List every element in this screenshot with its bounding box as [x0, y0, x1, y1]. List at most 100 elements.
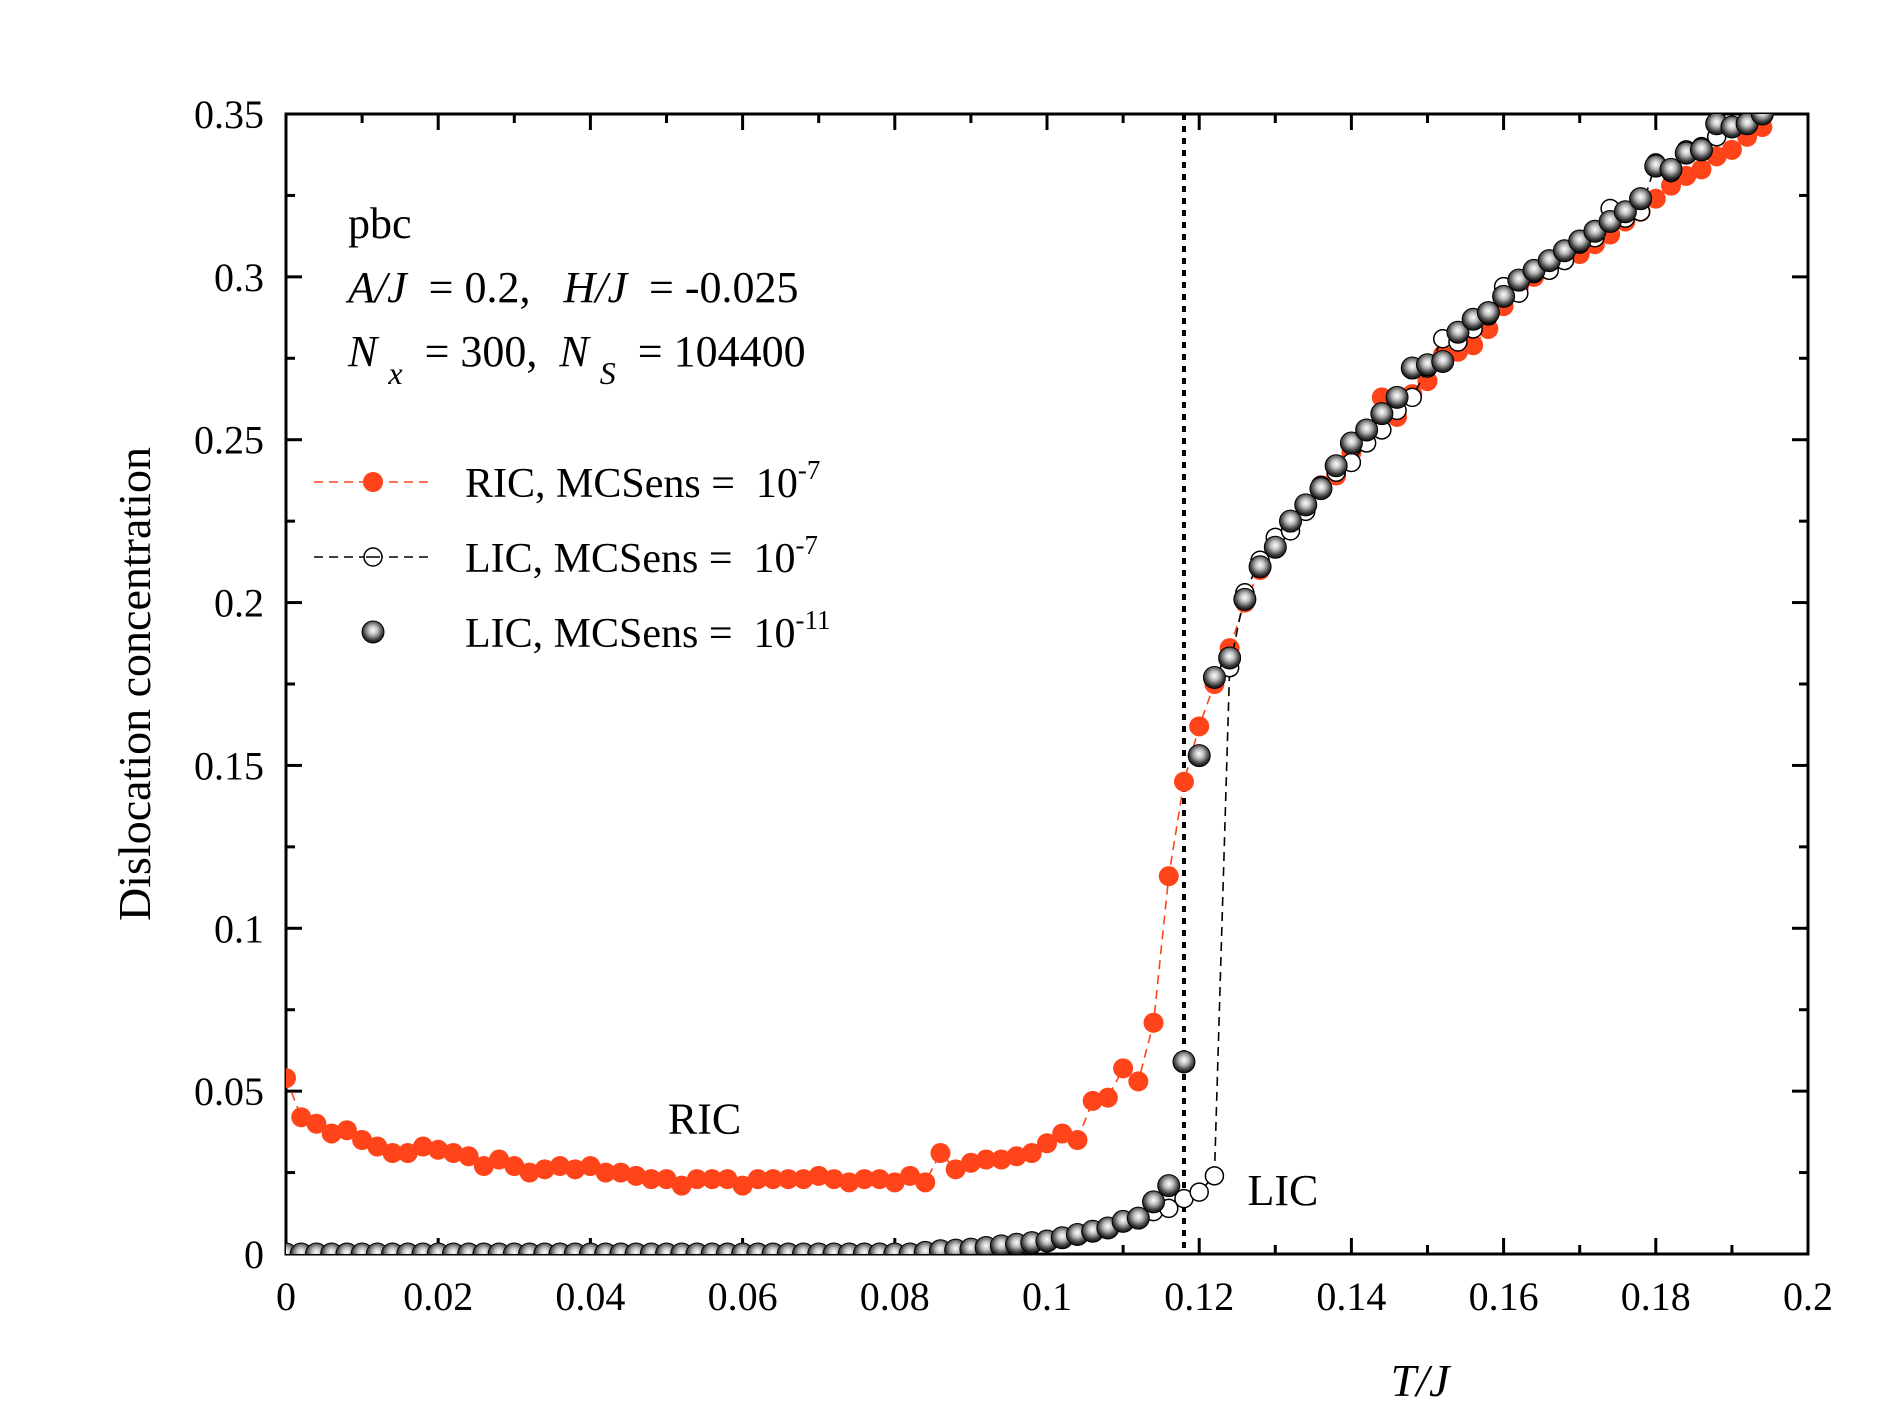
data-point: [580, 1156, 601, 1177]
data-point: [702, 1169, 723, 1190]
data-point: [443, 1143, 464, 1164]
data-point: [1385, 385, 1409, 409]
annotation-label: RIC: [668, 1094, 741, 1143]
data-point: [1263, 535, 1287, 559]
data-point: [732, 1175, 753, 1196]
data-point: [808, 1165, 829, 1186]
y-tick-labels: 0 0.05 0.1 0.15 0.2 0.25 0.3 0.35: [194, 92, 264, 1277]
x-tick-label: 0: [276, 1274, 296, 1319]
info-nx-label: N: [347, 327, 380, 376]
data-point: [1233, 587, 1257, 611]
annotations: RIC LIC: [668, 1094, 1318, 1215]
x-tick-label: 0.16: [1469, 1274, 1539, 1319]
data-point: [412, 1136, 433, 1157]
data-point: [1037, 1133, 1057, 1154]
data-point: [869, 1169, 890, 1190]
data-point: [504, 1156, 525, 1177]
data-point: [352, 1130, 373, 1150]
data-point: [1689, 138, 1713, 162]
legend-label-lic7: LIC, MCSens = 10-7: [465, 530, 818, 582]
data-point: [1324, 454, 1348, 478]
data-point: [1082, 1090, 1103, 1111]
data-point: [321, 1123, 342, 1144]
info-line-3: N x = 300, N S = 104400: [347, 327, 806, 394]
x-tick-label: 0.02: [403, 1274, 473, 1319]
data-point: [778, 1169, 799, 1190]
data-point: [1157, 1174, 1181, 1198]
info-nx-value: = 300,: [414, 327, 549, 376]
data-point: [1006, 1146, 1027, 1167]
data-point: [1691, 159, 1712, 180]
data-point: [793, 1169, 814, 1190]
data-point: [1629, 187, 1653, 211]
data-point: [1309, 477, 1333, 501]
info-aj-value: = 0.2,: [418, 263, 553, 312]
data-point: [1143, 1012, 1164, 1033]
data-point: [1218, 646, 1242, 670]
data-point: [565, 1159, 586, 1180]
y-tick-label: 0: [244, 1232, 264, 1277]
x-tick-label: 0.06: [708, 1274, 778, 1319]
data-point: [671, 1175, 692, 1196]
info-ns-label: N: [558, 327, 591, 376]
data-point: [1158, 866, 1179, 887]
y-tick-label: 0.35: [194, 92, 264, 137]
data-point: [991, 1149, 1012, 1170]
data-point: [1446, 320, 1470, 344]
data-point: [839, 1172, 860, 1193]
series-2: [286, 114, 1774, 1254]
data-point: [1613, 200, 1637, 224]
info-ns-value: = 104400: [627, 327, 806, 376]
data-point: [915, 1172, 936, 1193]
data-point: [686, 1169, 707, 1190]
legend: RIC, MCSens = 10-7 LIC, MCSens = 10-7 LI…: [314, 455, 831, 657]
data-point: [656, 1169, 677, 1190]
data-point: [884, 1172, 905, 1193]
series-layer: [286, 114, 1774, 1254]
data-point: [930, 1143, 951, 1164]
info-ns-sub: S: [600, 355, 616, 391]
y-tick-label: 0.3: [214, 255, 264, 300]
data-point: [1097, 1087, 1118, 1108]
y-tick-label: 0.05: [194, 1069, 264, 1114]
data-point: [1431, 350, 1455, 374]
data-point: [1067, 1130, 1088, 1150]
data-point: [717, 1169, 738, 1190]
data-point: [763, 1169, 784, 1190]
data-point: [1172, 1050, 1196, 1074]
info-hj-value: = -0.025: [638, 263, 798, 312]
y-axis-title: Dislocation concentration: [109, 447, 160, 921]
annotation-label: LIC: [1247, 1166, 1318, 1215]
data-point: [382, 1143, 403, 1164]
info-aj-label: A/J: [345, 263, 409, 312]
data-point: [1355, 418, 1379, 442]
info-hj-label: H/J: [562, 263, 629, 312]
legend-marker-lic11: [361, 620, 385, 644]
data-point: [1294, 493, 1318, 517]
x-tick-label: 0.1: [1022, 1274, 1072, 1319]
info-nx-sub: x: [387, 355, 402, 391]
x-tick-label: 0.04: [555, 1274, 625, 1319]
data-point: [854, 1169, 875, 1190]
data-point: [1128, 1071, 1149, 1092]
data-point: [519, 1162, 540, 1183]
data-point: [286, 1068, 296, 1089]
data-point: [976, 1149, 997, 1170]
data-point: [1659, 157, 1683, 181]
data-point: [1126, 1206, 1150, 1230]
data-point: [336, 1120, 357, 1141]
legend-marker-ric: [363, 472, 383, 492]
data-point: [1750, 114, 1774, 126]
y-tick-label: 0.25: [194, 418, 264, 463]
data-point: [1721, 139, 1742, 160]
data-point: [1202, 665, 1226, 689]
x-tick-labels: 0 0.02 0.04 0.06 0.08 0.1 0.12 0.14 0.16 0.18 0.2: [276, 1274, 1833, 1319]
data-point: [900, 1165, 921, 1186]
data-point: [610, 1162, 631, 1183]
legend-label-ric: RIC, MCSens = 10-7: [465, 455, 820, 507]
data-point: [306, 1113, 327, 1134]
data-point: [534, 1159, 555, 1180]
data-point: [1189, 716, 1210, 737]
data-point: [960, 1152, 981, 1173]
